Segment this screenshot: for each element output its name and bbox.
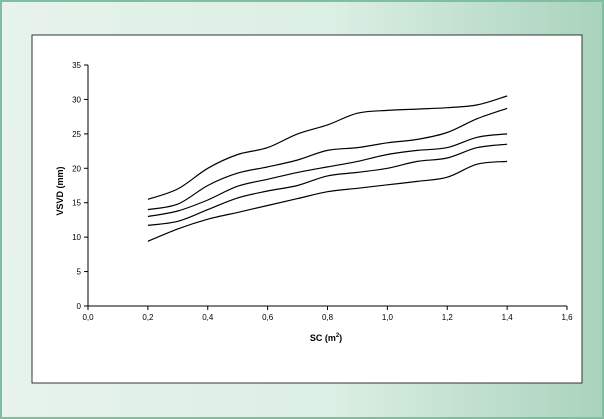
x-tick-label: 0,6 (262, 313, 274, 322)
chart-area (31, 34, 583, 384)
series-line-2 (147, 107, 508, 211)
x-tick-label: 0,2 (142, 313, 154, 322)
x-axis-label-suffix: ) (339, 333, 342, 343)
y-tick-label: 0 (77, 302, 82, 311)
x-tick-label: 1,0 (382, 313, 394, 322)
y-tick-label: 15 (72, 199, 81, 208)
x-tick-label: 0,8 (322, 313, 334, 322)
x-tick-label: 1,2 (442, 313, 454, 322)
x-axis-label: SC (m2) (310, 333, 342, 343)
series-layer (147, 95, 508, 242)
series-line-5 (147, 160, 508, 242)
y-tick-label: 25 (72, 130, 81, 139)
x-axis-label-superscript: 2 (336, 333, 340, 339)
x-tick-label: 0,4 (202, 313, 214, 322)
y-tick-label: 10 (72, 233, 81, 242)
series-line-4 (147, 143, 508, 226)
y-tick-label: 5 (77, 268, 82, 277)
x-axis-label-main: SC (m (310, 333, 336, 343)
series-line-1 (147, 95, 508, 200)
x-tick-label: 1,6 (561, 313, 573, 322)
y-tick-label: 35 (72, 61, 81, 70)
axes: 0 5 10 15 20 25 30 35 0,0 0,2 0,4 0,6 0,8 1,0 1,2 1,4 1,… (72, 61, 573, 322)
x-tick-label: 0,0 (82, 313, 94, 322)
series-line-3 (147, 133, 508, 218)
y-tick-label: 20 (72, 164, 81, 173)
y-axis-label: VSVD (mm) (55, 166, 65, 215)
x-tick-label: 1,4 (502, 313, 514, 322)
y-tick-label: 30 (72, 95, 81, 104)
